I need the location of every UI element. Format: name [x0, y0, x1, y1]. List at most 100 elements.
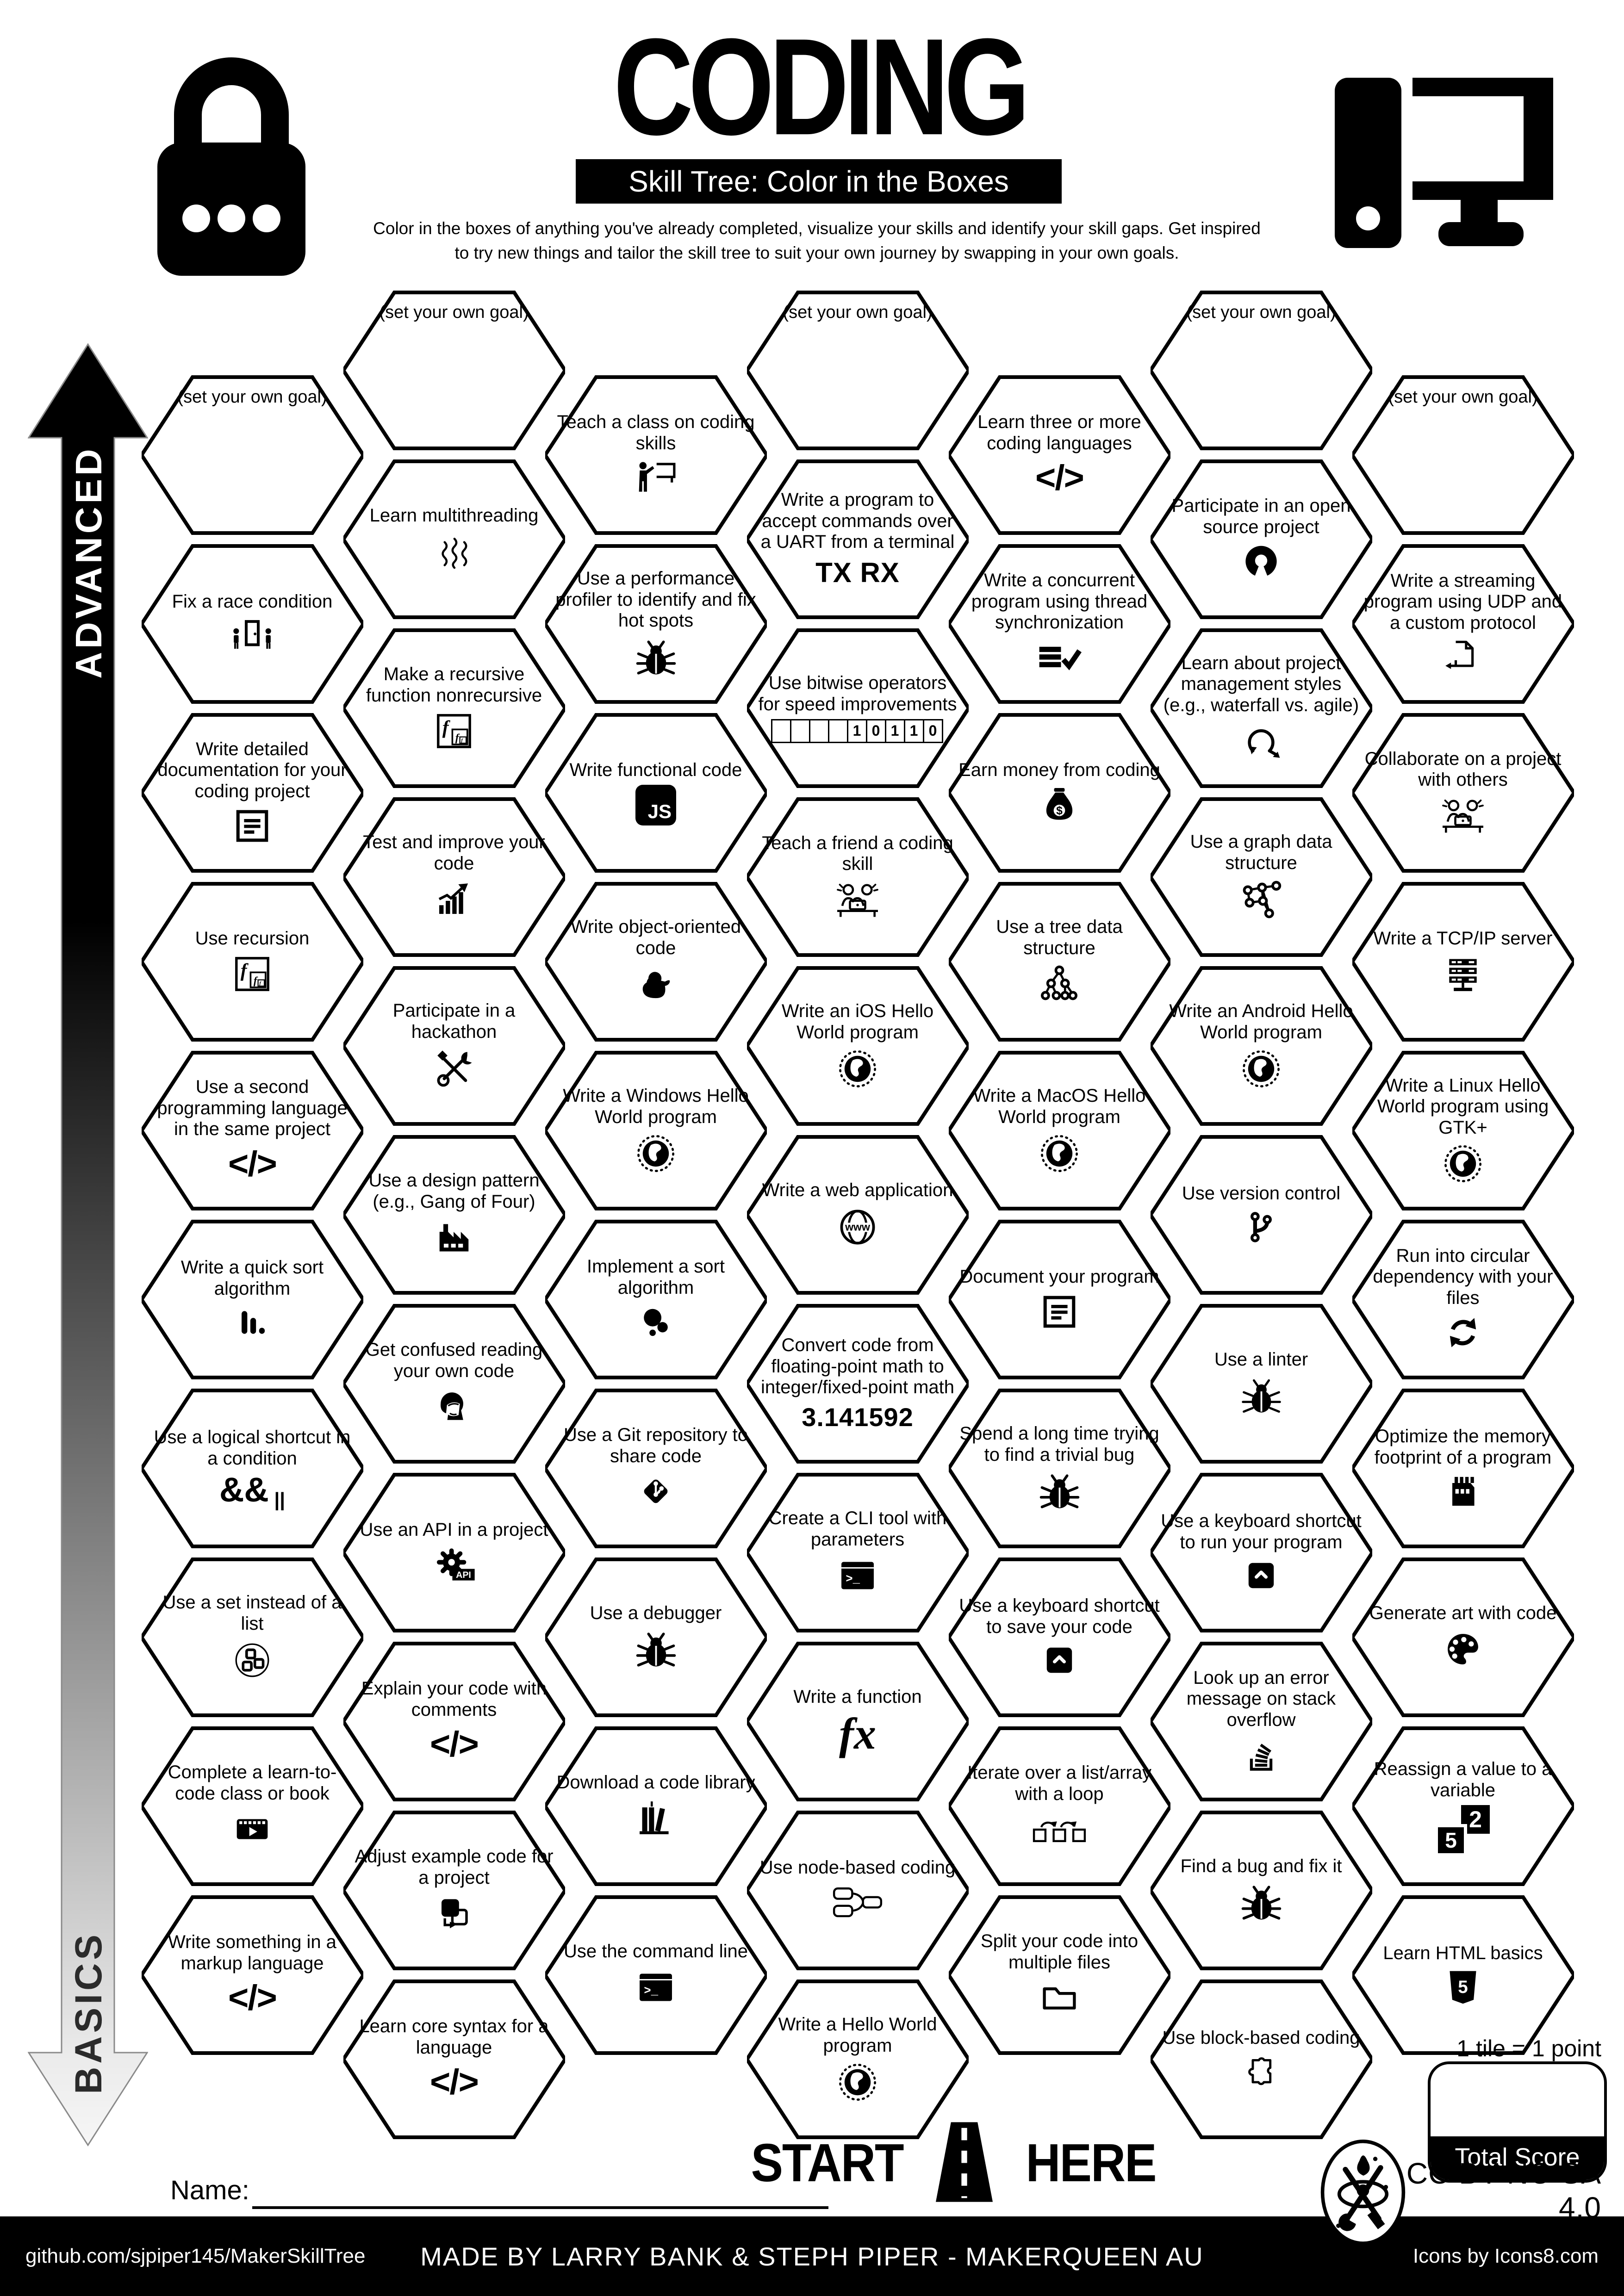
total-score-box[interactable]: Total Score: [1428, 2061, 1607, 2183]
skill-hex-label: Use a linter: [1214, 1349, 1308, 1370]
skill-hex-2-10[interactable]: Adjust example code for a project: [343, 1810, 565, 1970]
skill-hex-2-1[interactable]: (set your own goal): [343, 290, 565, 450]
skill-hex-5-3[interactable]: Earn money from coding $: [948, 713, 1170, 873]
skill-hex-2-5[interactable]: Participate in a hackathon: [343, 966, 565, 1126]
skill-hex-6-1[interactable]: (set your own goal): [1150, 290, 1372, 450]
skill-hex-label: Learn about project management styles (e…: [1163, 652, 1359, 715]
skill-hex-6-7[interactable]: Use a linter: [1150, 1303, 1372, 1464]
skill-hex-1-1[interactable]: (set your own goal): [141, 375, 363, 535]
skill-hex-1-10[interactable]: Write something in a markup language </>: [141, 1895, 363, 2055]
skill-hex-6-11[interactable]: Use block-based coding: [1150, 1979, 1372, 2139]
skill-hex-6-5[interactable]: Write an Android Hello World program: [1150, 966, 1372, 1126]
skill-hex-6-8[interactable]: Use a keyboard shortcut to run your prog…: [1150, 1472, 1372, 1632]
skill-hex-6-2[interactable]: Participate in an open source project: [1150, 459, 1372, 619]
skill-hex-2-3[interactable]: Make a recursive function nonrecursive f f…: [343, 628, 565, 788]
skill-hex-7-4[interactable]: Write a TCP/IP server: [1352, 881, 1574, 1042]
skill-hex-3-6[interactable]: Implement a sort algorithm: [545, 1219, 767, 1379]
skill-hex-2-2[interactable]: Learn multithreading: [343, 459, 565, 619]
skill-hex-6-3[interactable]: Learn about project management styles (e…: [1150, 628, 1372, 788]
skill-hex-7-1[interactable]: (set your own goal): [1352, 375, 1574, 535]
skill-hex-4-3[interactable]: Use bitwise operators for speed improvem…: [747, 628, 969, 788]
skill-hex-5-1[interactable]: Learn three or more coding languages </>: [948, 375, 1170, 535]
skill-hex-1-5[interactable]: Use a second programming language in the…: [141, 1050, 363, 1210]
skill-hex-6-6[interactable]: Use version control: [1150, 1135, 1372, 1295]
skill-hex-1-2[interactable]: Fix a race condition: [141, 544, 363, 704]
skill-hex-2-9[interactable]: Explain your code with comments </>: [343, 1641, 565, 1801]
bug-icon: [634, 1627, 678, 1671]
svg-text:f: f: [241, 959, 249, 980]
skill-hex-2-8[interactable]: Use an API in a project API: [343, 1472, 565, 1632]
skill-hex-7-8[interactable]: Generate art with code: [1352, 1557, 1574, 1717]
skill-hex-7-2[interactable]: Write a streaming program using UDP and …: [1352, 544, 1574, 704]
skill-hex-1-9[interactable]: Complete a learn-to-code class or book: [141, 1726, 363, 1886]
skill-hex-4-5[interactable]: Write an iOS Hello World program: [747, 966, 969, 1126]
name-input[interactable]: [252, 2206, 828, 2209]
skill-hex-label: (set your own goal): [1186, 302, 1336, 322]
skill-hex-3-8[interactable]: Use a debugger: [545, 1557, 767, 1717]
skill-hex-label: Collaborate on a project with others: [1364, 748, 1562, 790]
skill-hex-4-11[interactable]: Write a Hello World program: [747, 1979, 969, 2139]
poster-title: CODING: [613, 10, 1030, 164]
skill-hex-6-4[interactable]: Use a graph data structure: [1150, 797, 1372, 957]
skill-hex-1-3[interactable]: Write detailed documentation for your co…: [141, 713, 363, 873]
skill-hex-4-9[interactable]: Write a function fx: [747, 1641, 969, 1801]
skill-hex-7-3[interactable]: Collaborate on a project with others: [1352, 713, 1574, 873]
poster-description: Color in the boxes of anything you've al…: [278, 217, 1356, 265]
svg-text:f: f: [259, 980, 261, 986]
skill-hex-4-10[interactable]: Use node-based coding: [747, 1810, 969, 1970]
skill-hex-2-6[interactable]: Use a design pattern (e.g., Gang of Four…: [343, 1135, 565, 1295]
skill-hex-label: Look up an error message on stack overfl…: [1186, 1667, 1336, 1730]
skill-hex-1-8[interactable]: Use a set instead of a list: [141, 1557, 363, 1717]
skill-hex-5-8[interactable]: Use a keyboard shortcut to save your cod…: [948, 1557, 1170, 1717]
skill-hex-6-9[interactable]: Look up an error message on stack overfl…: [1150, 1641, 1372, 1801]
skill-hex-3-7[interactable]: Use a Git repository to share code: [545, 1388, 767, 1548]
skill-hex-3-9[interactable]: Download a code library: [545, 1726, 767, 1886]
skill-hex-3-10[interactable]: Use the command line >_: [545, 1895, 767, 2055]
skill-hex-label: Write functional code: [569, 760, 742, 781]
skill-hex-5-7[interactable]: Spend a long time trying to find a trivi…: [948, 1388, 1170, 1548]
skill-hex-3-2[interactable]: Use a performance profiler to identify a…: [545, 544, 767, 704]
skill-hex-5-9[interactable]: Iterate over a list/array with a loop: [948, 1726, 1170, 1886]
pair-coding-icon: [832, 879, 883, 921]
pi-text-icon: 3.141592: [802, 1402, 914, 1432]
skill-hex-5-10[interactable]: Split your code into multiple files: [948, 1895, 1170, 2055]
skill-hex-label: Create a CLI tool with parameters: [768, 1508, 947, 1550]
skill-hex-4-7[interactable]: Convert code from floating-point math to…: [747, 1303, 969, 1464]
skill-hex-4-4[interactable]: Teach a friend a coding skill: [747, 797, 969, 957]
svg-text:>_: >_: [846, 1572, 860, 1586]
skill-hex-5-4[interactable]: Use a tree data structure: [948, 881, 1170, 1042]
skill-hex-4-6[interactable]: Write a web application www: [747, 1135, 969, 1295]
skill-hex-4-8[interactable]: Create a CLI tool with parameters >_: [747, 1472, 969, 1632]
skill-hex-label: Write a streaming program using UDP and …: [1363, 570, 1562, 633]
skill-hex-4-1[interactable]: (set your own goal): [747, 290, 969, 450]
skill-hex-5-6[interactable]: Document your program: [948, 1219, 1170, 1379]
skill-hex-2-4[interactable]: Test and improve your code: [343, 797, 565, 957]
skill-hex-label: Get confused reading your own code: [365, 1340, 543, 1381]
svg-text:API: API: [456, 1570, 471, 1580]
skill-hex-3-1[interactable]: Teach a class on coding skills: [545, 375, 767, 535]
skill-hex-label: Implement a sort algorithm: [587, 1256, 725, 1298]
skill-hex-7-9[interactable]: Reassign a value to a variable 2 5: [1352, 1726, 1574, 1886]
skill-hex-3-5[interactable]: Write a Windows Hello World program: [545, 1050, 767, 1210]
skill-hex-4-2[interactable]: Write a program to accept commands over …: [747, 459, 969, 619]
skill-hex-label: Write a Windows Hello World program: [563, 1086, 749, 1127]
skill-hex-7-10[interactable]: Learn HTML basics 5: [1352, 1895, 1574, 2055]
palette-icon: [1441, 1628, 1485, 1671]
skill-hex-3-4[interactable]: Write object-oriented code: [545, 881, 767, 1042]
skill-hex-1-7[interactable]: Use a logical shortcut in a condition && …: [141, 1388, 363, 1548]
skill-hex-label: Use a performance profiler to identify a…: [555, 568, 756, 631]
tile-point-note: 1 tile = 1 point: [1456, 2035, 1601, 2061]
skill-hex-2-11[interactable]: Learn core syntax for a language </>: [343, 1979, 565, 2139]
skill-hex-5-2[interactable]: Write a concurrent program using thread …: [948, 544, 1170, 704]
skill-hex-7-7[interactable]: Optimize the memory footprint of a progr…: [1352, 1388, 1574, 1548]
skill-hex-3-3[interactable]: Write functional code JS: [545, 713, 767, 873]
skill-hex-1-4[interactable]: Use recursion f f f: [141, 881, 363, 1042]
skill-hex-5-5[interactable]: Write a MacOS Hello World program: [948, 1050, 1170, 1210]
skill-hex-7-6[interactable]: Run into circular dependency with your f…: [1352, 1219, 1574, 1379]
skill-hex-label: Use bitwise operators for speed improvem…: [758, 673, 957, 714]
skill-hex-1-6[interactable]: Write a quick sort algorithm: [141, 1219, 363, 1379]
skill-hex-2-7[interactable]: Get confused reading your own code: [343, 1303, 565, 1464]
skill-hex-7-5[interactable]: Write a Linux Hello World program using …: [1352, 1050, 1574, 1210]
memory-chip-icon: [1444, 1472, 1482, 1510]
skill-hex-6-10[interactable]: Find a bug and fix it: [1150, 1810, 1372, 1970]
